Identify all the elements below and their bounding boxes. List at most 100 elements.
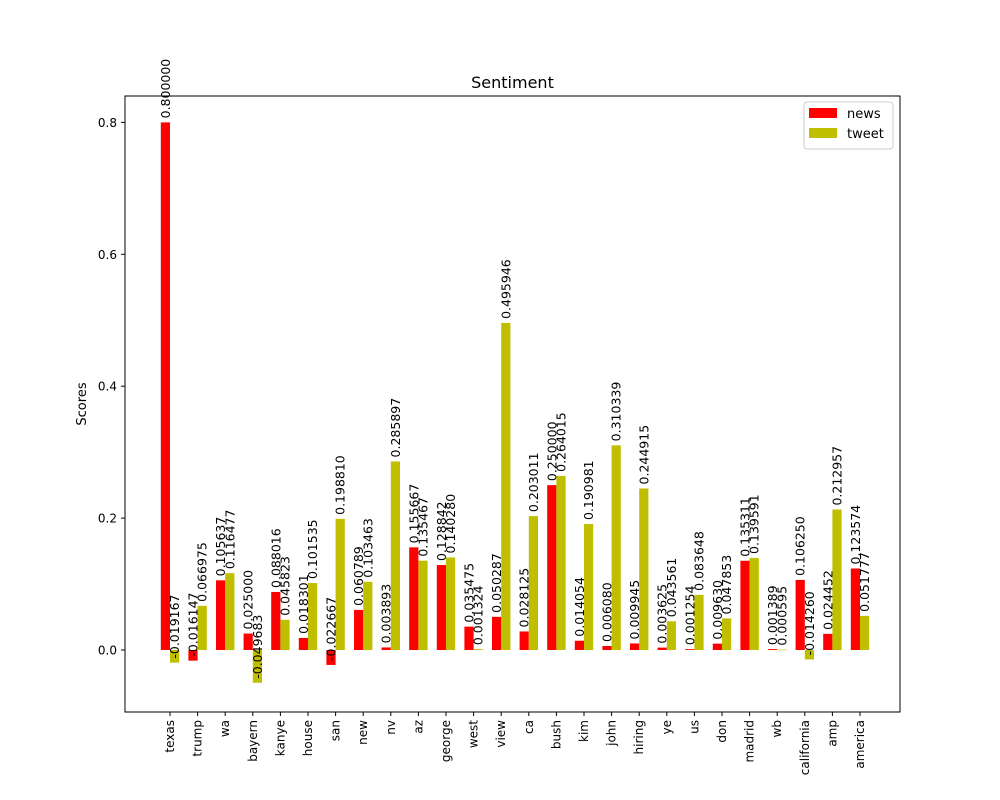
news-value-label: 0.050287 <box>489 553 504 613</box>
tweet-bar <box>252 650 262 683</box>
tweet-bar <box>722 618 732 651</box>
x-tick-label: view <box>494 720 508 748</box>
news-bar <box>657 647 667 651</box>
x-tick-label: ye <box>660 720 674 734</box>
news-value-label: 0.060789 <box>351 546 366 606</box>
x-tick-label: trump <box>191 720 205 757</box>
tweet-bar <box>280 619 290 651</box>
x-tick-label: house <box>301 720 315 756</box>
tweet-value-label: 0.139591 <box>747 494 762 554</box>
tweet-value-label: 0.212957 <box>830 446 845 506</box>
tweet-value-label: -0.014260 <box>802 591 817 655</box>
tweet-value-label: 0.285897 <box>388 398 403 458</box>
tweet-bar <box>418 560 428 651</box>
chart-title: Sentiment <box>471 73 554 92</box>
tweet-value-label: 0.083648 <box>692 531 707 591</box>
tweet-bar <box>666 621 676 651</box>
x-tick-label: texas <box>163 720 177 753</box>
news-value-label: 0.009630 <box>710 580 725 640</box>
news-bar <box>740 560 750 651</box>
news-legend-swatch <box>809 108 837 118</box>
news-value-label: 0.800000 <box>158 59 173 119</box>
x-tick-label: wa <box>218 720 232 737</box>
x-tick-label: don <box>715 720 729 743</box>
tweet-legend-label: tweet <box>847 127 884 142</box>
tweet-bar <box>860 615 870 651</box>
y-tick-label: 0.4 <box>98 380 117 394</box>
news-value-label: -0.022667 <box>324 597 339 661</box>
news-bar <box>464 626 474 651</box>
tweet-bar <box>308 583 318 651</box>
tweet-value-label: 0.043561 <box>664 558 679 618</box>
tweet-bar <box>528 516 538 651</box>
x-tick-label: wb <box>770 720 784 737</box>
y-tick-label: 0.8 <box>98 116 117 130</box>
y-tick-label: 0.0 <box>98 644 117 658</box>
news-value-label: 0.123574 <box>848 505 863 565</box>
x-tick-label: america <box>853 720 867 769</box>
x-tick-label: amp <box>825 720 839 747</box>
news-bar <box>326 650 336 665</box>
news-bar <box>850 568 860 651</box>
x-tick-label: bush <box>549 720 563 749</box>
news-value-label: 0.006080 <box>600 582 615 642</box>
news-bar <box>547 485 557 651</box>
tweet-bar <box>225 573 235 651</box>
tweet-bar <box>446 557 456 651</box>
news-value-label: 0.024452 <box>820 570 835 630</box>
tweet-value-label: 0.140280 <box>443 494 458 554</box>
news-value-label: 0.128842 <box>434 501 449 561</box>
news-value-label: 0.250000 <box>544 421 559 481</box>
tweet-value-label: 0.264015 <box>554 412 569 472</box>
x-tick-label: hiring <box>632 720 646 754</box>
news-bar <box>768 649 778 651</box>
news-value-label: -0.016147 <box>186 592 201 656</box>
tweet-value-label: 0.198810 <box>333 455 348 515</box>
tweet-bar <box>749 557 759 651</box>
tweet-legend-swatch <box>809 128 837 138</box>
x-tick-label: kim <box>577 720 591 742</box>
plot-area: 0.800000 -0.016147 0.105637 0.025000 0.08801… <box>158 59 872 683</box>
news-value-label: 0.001254 <box>682 585 697 645</box>
tweet-bar <box>556 475 566 651</box>
tweet-bar <box>611 445 621 651</box>
tweet-bar <box>694 594 704 651</box>
news-value-label: 0.035475 <box>462 563 477 623</box>
news-value-label: 0.025000 <box>241 570 256 630</box>
news-bar <box>436 565 446 651</box>
news-value-label: 0.135311 <box>738 497 753 557</box>
tweet-value-label: 0.000595 <box>774 586 789 646</box>
news-bar <box>381 647 391 651</box>
news-bar <box>712 643 722 651</box>
tweet-bar <box>584 524 594 651</box>
tweet-bar <box>390 461 400 651</box>
tweet-bar <box>335 518 345 651</box>
x-tick-label: new <box>356 720 370 745</box>
tweet-value-label: 0.203011 <box>526 452 541 512</box>
plot-frame <box>124 95 901 713</box>
x-tick-label: az <box>411 720 425 734</box>
x-tick-label: bayern <box>246 720 260 762</box>
tweet-bar <box>639 488 649 651</box>
tweet-value-label: 0.495946 <box>498 259 513 319</box>
news-bar <box>243 633 253 651</box>
news-bar <box>795 579 805 651</box>
tweet-value-label: 0.045823 <box>278 556 293 616</box>
tweet-bar <box>804 650 814 660</box>
news-value-label: 0.009945 <box>627 580 642 640</box>
x-tick-label: us <box>687 720 701 734</box>
tweet-value-label: 0.001324 <box>471 585 486 645</box>
legend: news tweet <box>803 101 894 150</box>
tweet-value-label: 0.190981 <box>581 460 596 520</box>
x-tick-label: kanye <box>273 720 287 756</box>
news-bar <box>298 637 308 651</box>
tweet-bar <box>473 649 483 651</box>
x-tick-label: west <box>467 720 481 748</box>
news-value-label: 0.018301 <box>296 574 311 634</box>
tweet-bar <box>501 322 511 651</box>
x-tick-label: john <box>605 720 619 747</box>
y-axis-label: Scores <box>75 382 90 425</box>
x-tick-label: ca <box>522 720 536 734</box>
news-bar <box>574 640 584 651</box>
